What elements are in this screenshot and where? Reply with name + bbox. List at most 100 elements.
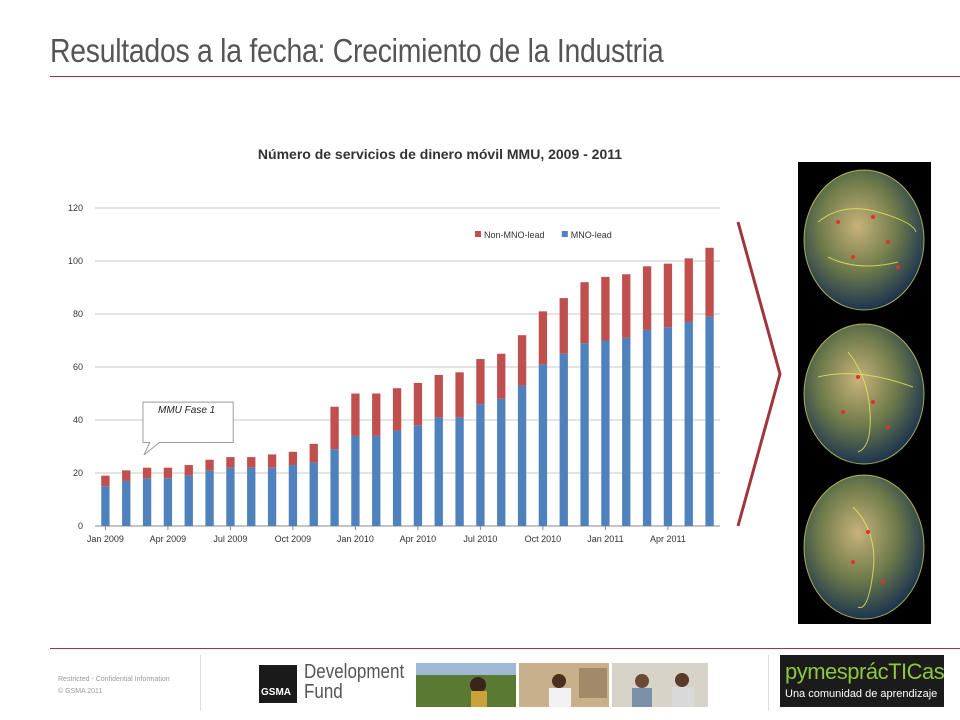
confidential-notice: Restricted - Confidential Information bbox=[58, 676, 170, 683]
y-tick-label: 120 bbox=[68, 203, 83, 213]
bar-mno-lead bbox=[622, 337, 631, 526]
bar-mno-lead bbox=[413, 425, 423, 526]
bar-non-mno-lead bbox=[101, 475, 110, 487]
bar-non-mno-lead bbox=[601, 276, 610, 341]
bar-mno-lead bbox=[226, 467, 235, 526]
gsma-logo: GSMA bbox=[259, 665, 297, 703]
legend-swatch bbox=[561, 231, 568, 237]
copyright-notice: © GSMA 2011 bbox=[58, 688, 103, 695]
stacked-bar-chart: 0 20 40 60 80 100 120 Jan 2009 Apr 2009 Jul 2009 O… bbox=[68, 203, 720, 544]
bar-mno-lead bbox=[267, 467, 277, 526]
bar-non-mno-lead bbox=[142, 467, 152, 479]
x-tick-label: Apr 2011 bbox=[650, 534, 686, 544]
x-tick-label: Oct 2010 bbox=[525, 534, 562, 544]
bar-mno-lead bbox=[142, 478, 152, 526]
bar-mno-lead bbox=[184, 475, 193, 526]
bar-non-mno-lead bbox=[455, 372, 464, 418]
bar-mno-lead bbox=[205, 470, 214, 526]
bar-non-mno-lead bbox=[163, 467, 173, 479]
bar-non-mno-lead bbox=[684, 258, 693, 322]
footer-divider bbox=[50, 648, 960, 649]
bar-mno-lead bbox=[351, 435, 360, 526]
bar-non-mno-lead bbox=[497, 353, 506, 399]
bar-non-mno-lead bbox=[622, 274, 631, 338]
footer-separator bbox=[200, 655, 201, 711]
x-tick-label: Apr 2010 bbox=[400, 534, 437, 544]
bar-mno-lead bbox=[517, 385, 527, 526]
legend-swatch bbox=[475, 231, 481, 237]
bar-mno-lead bbox=[434, 417, 443, 526]
bar-non-mno-lead bbox=[413, 382, 423, 426]
bar-non-mno-lead bbox=[309, 443, 318, 463]
legend-label: Non-MNO-lead bbox=[484, 230, 545, 240]
bar-non-mno-lead bbox=[538, 311, 548, 365]
gsma-logo-text: GSMA bbox=[261, 687, 291, 698]
bar-non-mno-lead bbox=[559, 298, 568, 354]
bar-mno-lead bbox=[538, 364, 548, 526]
bar-non-mno-lead bbox=[476, 359, 485, 405]
pymespracticas-title: pymesprácTICas bbox=[785, 659, 945, 684]
bar-mno-lead bbox=[309, 462, 318, 526]
title-divider bbox=[50, 76, 960, 77]
development-fund-text: Development Fund bbox=[304, 661, 405, 703]
bar-non-mno-lead bbox=[288, 451, 298, 466]
bar-non-mno-lead bbox=[247, 457, 256, 468]
bar-non-mno-lead bbox=[184, 465, 193, 476]
farming-photo bbox=[416, 663, 516, 707]
callout-box bbox=[142, 401, 234, 456]
bar-non-mno-lead bbox=[226, 457, 235, 468]
bar-mno-lead bbox=[580, 343, 589, 526]
bar-non-mno-lead bbox=[372, 393, 381, 436]
bar-mno-lead bbox=[663, 327, 673, 526]
bar-non-mno-lead bbox=[122, 470, 131, 481]
bar-mno-lead bbox=[330, 449, 339, 526]
bar-mno-lead bbox=[455, 417, 464, 526]
bar-mno-lead bbox=[559, 353, 568, 526]
y-tick-label: 0 bbox=[78, 521, 83, 531]
chart-title: Número de servicios de dinero móvil MMU,… bbox=[257, 146, 623, 162]
bar-non-mno-lead bbox=[205, 459, 214, 471]
chevron-arrow-icon bbox=[736, 221, 782, 527]
x-tick-label: Apr 2009 bbox=[150, 534, 187, 544]
bar-non-mno-lead bbox=[392, 388, 402, 431]
bar-mno-lead bbox=[642, 329, 652, 526]
bar-non-mno-lead bbox=[642, 266, 652, 330]
bar-mno-lead bbox=[372, 435, 381, 526]
x-tick-label: Jan 2010 bbox=[337, 534, 374, 544]
bar-non-mno-lead bbox=[267, 454, 277, 468]
development-fund-logo: Development Fund bbox=[304, 661, 405, 703]
y-tick-label: 100 bbox=[68, 256, 83, 266]
bar-mno-lead bbox=[247, 467, 256, 526]
bar-non-mno-lead bbox=[580, 282, 589, 344]
globe-images bbox=[798, 162, 931, 624]
bar-non-mno-lead bbox=[351, 393, 360, 436]
x-tick-label: Jan 2009 bbox=[87, 534, 124, 544]
bar-non-mno-lead bbox=[663, 263, 673, 328]
x-tick-label: Jan 2011 bbox=[587, 534, 623, 544]
bar-mno-lead bbox=[122, 480, 131, 526]
globe-asia-icon bbox=[803, 169, 925, 620]
bar-mno-lead bbox=[601, 340, 610, 526]
bar-mno-lead bbox=[163, 478, 173, 526]
bar-mno-lead bbox=[101, 486, 110, 526]
office-photo bbox=[612, 663, 708, 707]
footer-separator-2 bbox=[768, 655, 769, 711]
bar-non-mno-lead bbox=[434, 374, 443, 418]
bar-mno-lead bbox=[497, 398, 506, 526]
x-tick-label: Jul 2009 bbox=[213, 534, 247, 544]
y-tick-label: 60 bbox=[73, 362, 83, 372]
legend-label: MNO-lead bbox=[571, 230, 612, 240]
callout-text: MMU Fase 1 bbox=[158, 405, 216, 416]
pymespracticas-logo: pymesprácTICas Una comunidad de aprendiz… bbox=[780, 655, 945, 707]
bar-mno-lead bbox=[476, 404, 485, 526]
bar-non-mno-lead bbox=[705, 247, 714, 317]
shop-photo bbox=[519, 663, 609, 707]
bar-mno-lead bbox=[684, 321, 693, 526]
bar-mno-lead bbox=[705, 316, 714, 526]
y-tick-label: 80 bbox=[73, 309, 83, 319]
bar-non-mno-lead bbox=[330, 406, 339, 450]
y-tick-label: 20 bbox=[73, 468, 83, 478]
x-tick-label: Jul 2010 bbox=[463, 534, 497, 544]
pymespracticas-subtitle: Una comunidad de aprendizaje bbox=[785, 688, 938, 700]
bar-mno-lead bbox=[392, 430, 402, 526]
